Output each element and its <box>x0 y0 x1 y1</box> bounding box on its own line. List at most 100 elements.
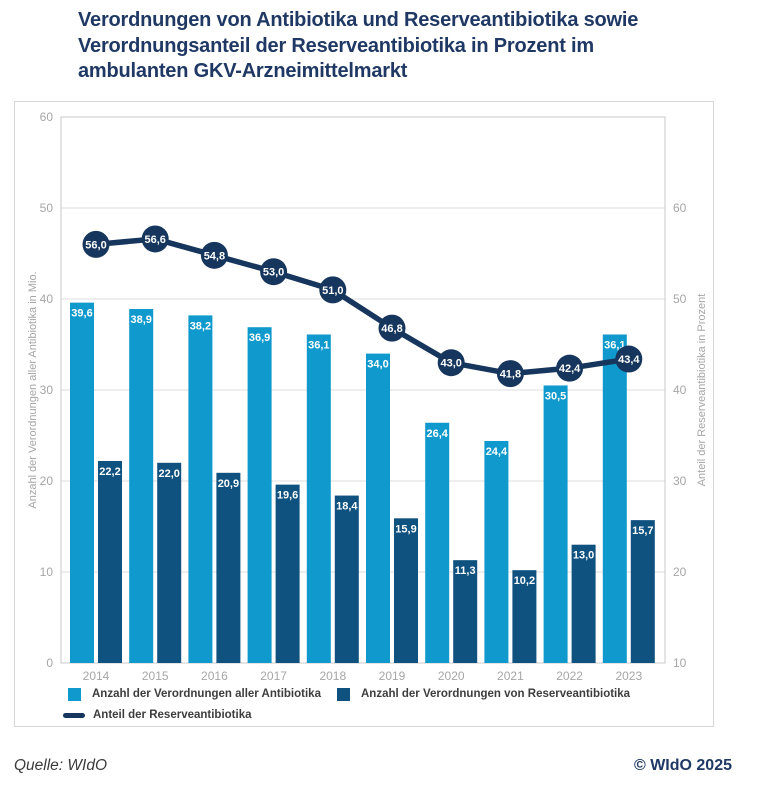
bar-value-label: 22,2 <box>99 466 120 478</box>
trend-marker-label: 53,0 <box>263 267 284 279</box>
year-label: 2014 <box>83 669 110 683</box>
left-tick-label: 60 <box>40 110 54 124</box>
bar-antibiotika-2014 <box>70 302 94 663</box>
bar-antibiotika-2023 <box>602 334 627 663</box>
trend-marker-label: 54,8 <box>204 250 225 262</box>
trend-marker-label: 42,4 <box>559 363 581 375</box>
year-label: 2020 <box>438 669 465 683</box>
bar-value-label: 30,5 <box>545 390 566 402</box>
chart-canvas: 0 10 20 30 40 50 60 10 20 30 40 50 60 39,6 22,2 2014 38,… <box>27 110 708 683</box>
legend-item-reserveantibiotika: Anzahl der Verordnungen von Reserveantib… <box>337 687 630 701</box>
bar-value-label: 22,0 <box>158 468 179 480</box>
chart-title-line-3: ambulanten GKV-Arzneimittelmarkt <box>78 60 408 82</box>
year-label: 2015 <box>142 669 169 683</box>
bar-antibiotika-2018 <box>306 334 331 663</box>
year-label: 2019 <box>379 669 406 683</box>
bar-value-label: 19,6 <box>277 490 298 502</box>
trend-marker-2021 <box>496 360 524 388</box>
left-tick-label: 10 <box>40 565 54 579</box>
bar-value-label: 10,2 <box>514 575 535 587</box>
trend-marker-label: 56,6 <box>144 234 165 246</box>
source-note: Quelle: WIdO <box>14 757 108 774</box>
chart-title-line-1: Verordnungen von Antibiotika und Reserve… <box>78 9 639 31</box>
bar-value-label: 36,9 <box>249 332 270 344</box>
trend-marker-2017 <box>260 258 288 286</box>
left-tick-label: 20 <box>40 474 54 488</box>
bar-value-label: 26,4 <box>426 428 448 440</box>
trend-marker-label: 56,0 <box>85 239 106 251</box>
year-label: 2022 <box>556 669 583 683</box>
trend-marker-2023 <box>615 345 643 373</box>
year-label: 2018 <box>319 669 346 683</box>
trend-marker-2016 <box>200 241 228 269</box>
bar-reserveantibiotika-2015 <box>157 462 182 663</box>
right-tick-label: 60 <box>673 201 687 215</box>
left-tick-label: 0 <box>46 656 53 670</box>
bar-antibiotika-2016 <box>188 315 213 663</box>
chart-panel: 0 10 20 30 40 50 60 10 20 30 40 50 60 39,6 22,2 2014 38,… <box>14 101 714 727</box>
trend-marker-2019 <box>378 314 406 342</box>
year-label: 2016 <box>201 669 228 683</box>
bar-value-label: 36,1 <box>308 339 329 351</box>
bar-reserveantibiotika-2017 <box>275 484 300 663</box>
bar-reserveantibiotika-2018 <box>334 495 359 663</box>
bar-value-label: 11,3 <box>455 565 476 577</box>
chart-title: Verordnungen von Antibiotika und Reserve… <box>78 8 738 85</box>
bar-value-label: 38,9 <box>130 314 151 326</box>
legend-label-antibiotika: Anzahl der Verordnungen aller Antibiotik… <box>92 688 321 700</box>
trend-marker-2022 <box>556 354 584 382</box>
right-tick-label: 30 <box>673 474 687 488</box>
legend-swatch-reserveantibiotika <box>337 687 350 701</box>
bar-value-label: 15,9 <box>395 523 416 535</box>
trend-marker-label: 43,0 <box>440 358 461 370</box>
bar-antibiotika-2020 <box>425 422 450 663</box>
bar-value-label: 38,2 <box>190 320 211 332</box>
bar-value-label: 34,0 <box>367 359 388 371</box>
bar-reserveantibiotika-2014 <box>98 460 122 663</box>
bar-reserveantibiotika-2022 <box>571 544 596 663</box>
bar-value-label: 39,6 <box>71 308 92 320</box>
bar-value-label: 15,7 <box>632 525 653 537</box>
right-tick-label: 20 <box>673 565 687 579</box>
trend-marker-label: 51,0 <box>322 285 343 297</box>
year-label: 2021 <box>497 669 524 683</box>
legend-label-reserveantibiotika: Anzahl der Verordnungen von Reserveantib… <box>361 688 631 700</box>
bar-value-label: 13,0 <box>573 550 594 562</box>
legend-swatch-antibiotika <box>68 687 81 701</box>
right-tick-label: 50 <box>673 292 687 306</box>
bar-antibiotika-2022 <box>543 385 568 663</box>
year-label: 2023 <box>615 669 642 683</box>
left-tick-label: 30 <box>40 383 54 397</box>
bar-reserveantibiotika-2020 <box>453 560 478 663</box>
bar-reserveantibiotika-2016 <box>216 472 241 663</box>
legend-item-anteil: Anteil der Reserveantibiotika <box>63 708 252 722</box>
legend-label-anteil: Anteil der Reserveantibiotika <box>93 709 252 721</box>
bar-reserveantibiotika-2023 <box>630 520 655 663</box>
bar-reserveantibiotika-2021 <box>512 570 537 663</box>
trend-marker-2015 <box>141 225 169 253</box>
left-tick-label: 40 <box>40 292 54 306</box>
bar-antibiotika-2017 <box>247 327 272 663</box>
legend-line-swatch-anteil <box>63 712 85 718</box>
trend-marker-label: 41,8 <box>500 369 521 381</box>
trend-marker-label: 43,4 <box>618 354 640 366</box>
trend-marker-label: 46,8 <box>381 323 402 335</box>
left-tick-label: 50 <box>40 201 54 215</box>
bar-antibiotika-2019 <box>366 353 390 663</box>
bar-antibiotika-2015 <box>129 309 154 663</box>
right-tick-label: 10 <box>673 656 687 670</box>
right-tick-label: 40 <box>673 383 687 397</box>
year-label: 2017 <box>260 669 287 683</box>
bar-value-label: 20,9 <box>218 478 239 490</box>
bar-value-label: 18,4 <box>336 501 358 513</box>
footer: Quelle: WIdO © WIdO 2025 <box>14 757 732 775</box>
trend-marker-2014 <box>82 230 110 258</box>
trend-marker-2020 <box>437 349 465 377</box>
chart-title-line-2: Verordnungsanteil der Reserveantibiotika… <box>78 34 594 57</box>
left-axis-title: Anzahl der Verordnungen aller Antibiotik… <box>27 271 39 508</box>
trend-line <box>93 236 632 377</box>
trend-marker-2018 <box>319 276 347 304</box>
plot-border <box>60 116 666 664</box>
bar-antibiotika-2021 <box>484 440 509 663</box>
